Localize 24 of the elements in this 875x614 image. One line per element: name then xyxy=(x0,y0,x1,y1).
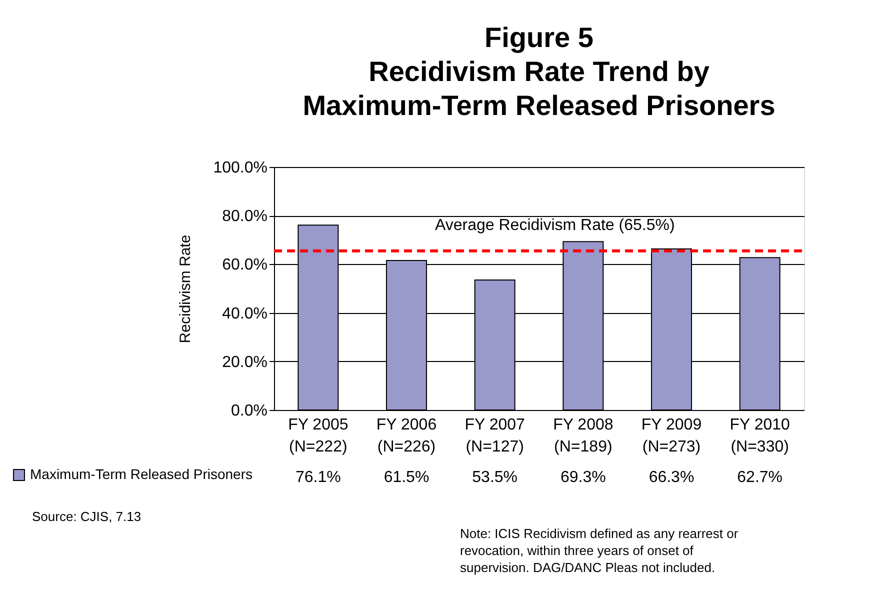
y-tick-label: 20.0% xyxy=(222,354,268,371)
x-tick-label: FY 2007 (N=127) xyxy=(464,416,526,456)
data-label: 53.5% xyxy=(472,469,518,486)
y-tick-label: 100.0% xyxy=(213,160,268,176)
x-tick-label: FY 2008 (N=189) xyxy=(553,416,614,456)
data-label: 62.7% xyxy=(737,469,783,486)
data-label: 61.5% xyxy=(384,469,430,486)
y-tick-label: 80.0% xyxy=(222,208,268,226)
legend-label: Maximum-Term Released Prisoners xyxy=(30,466,253,482)
data-label: 66.3% xyxy=(648,469,694,486)
y-tick-label: 40.0% xyxy=(222,305,268,322)
x-tick-label: FY 2010 (N=330) xyxy=(730,416,790,456)
x-tick-label: FY 2005 (N=222) xyxy=(288,416,348,456)
x-tick-label: FY 2006 (N=226) xyxy=(376,416,437,456)
data-label: 69.3% xyxy=(560,469,606,486)
ref-line-label: Average Recidivism Rate (65.5%) xyxy=(434,216,675,234)
chart-title: Figure 5 Recidivism Rate Trend by Maximum-Term Released Prisoners xyxy=(302,22,776,121)
text: Note: ICIS Recidivism defined as any rearrest or revocation, within three years of onset of supervision. DAG/DANC Pleas not included. xyxy=(460,526,739,575)
data-label: 76.1% xyxy=(295,469,341,486)
x-tick-label: FY 2009 (N=273) xyxy=(641,416,702,456)
y-axis-title: Recidivism Rate xyxy=(177,234,194,344)
y-tick-label: 0.0% xyxy=(231,402,268,420)
y-tick-label: 60.0% xyxy=(222,256,268,274)
source-note: Source: CJIS, 7.13 xyxy=(32,509,142,524)
